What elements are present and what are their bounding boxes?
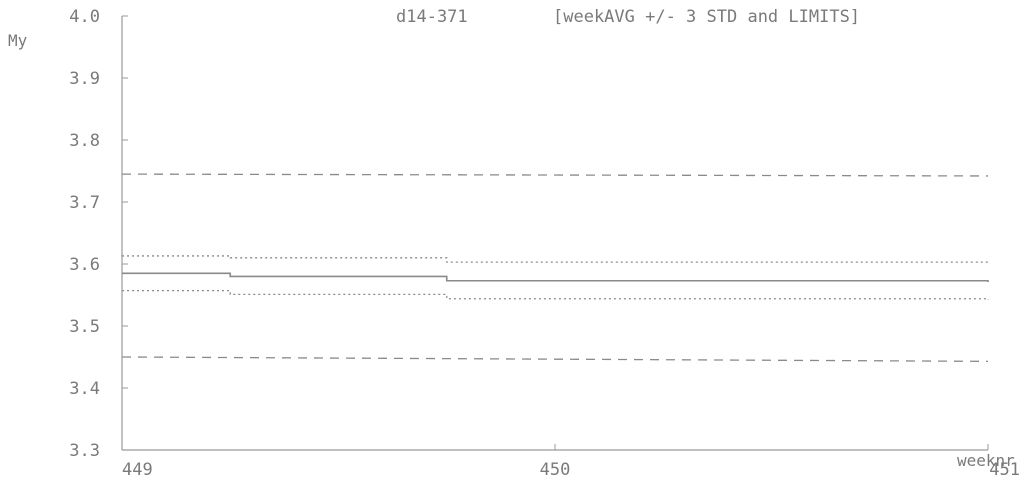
series-layer <box>121 173 989 362</box>
series-line-2 <box>121 356 989 362</box>
x-tick-label: 449 <box>122 460 153 480</box>
y-tick-label: 3.5 <box>69 317 100 337</box>
chart-subtitle: [weekAVG +/- 3 STD and LIMITS] <box>553 7 860 27</box>
series-line-1 <box>121 173 989 177</box>
x-axis-label: weeknr <box>957 451 1015 470</box>
x-tick-label: 450 <box>540 460 571 480</box>
y-tick-label: 4.0 <box>69 7 100 27</box>
y-tick-label: 3.6 <box>69 255 100 275</box>
y-tick-label: 3.4 <box>69 379 100 399</box>
labels: d14-371 [weekAVG +/- 3 STD and LIMITS] M… <box>8 7 1015 470</box>
series-line-4 <box>122 255 989 264</box>
y-tick-label: 3.9 <box>69 69 100 89</box>
y-axis-label: My <box>8 31 28 50</box>
y-tick-label: 3.3 <box>69 441 100 461</box>
chart-title: d14-371 <box>396 7 468 27</box>
series-line-5 <box>122 290 989 300</box>
x-tick-label: 451 <box>989 460 1020 480</box>
axes: 4.0 3.9 3.8 3.7 3.6 3.5 3.4 3.3 449 450 451 <box>69 7 1020 480</box>
y-tick-label: 3.8 <box>69 131 100 151</box>
y-tick-label: 3.7 <box>69 193 100 213</box>
series-line-3 <box>122 272 989 282</box>
